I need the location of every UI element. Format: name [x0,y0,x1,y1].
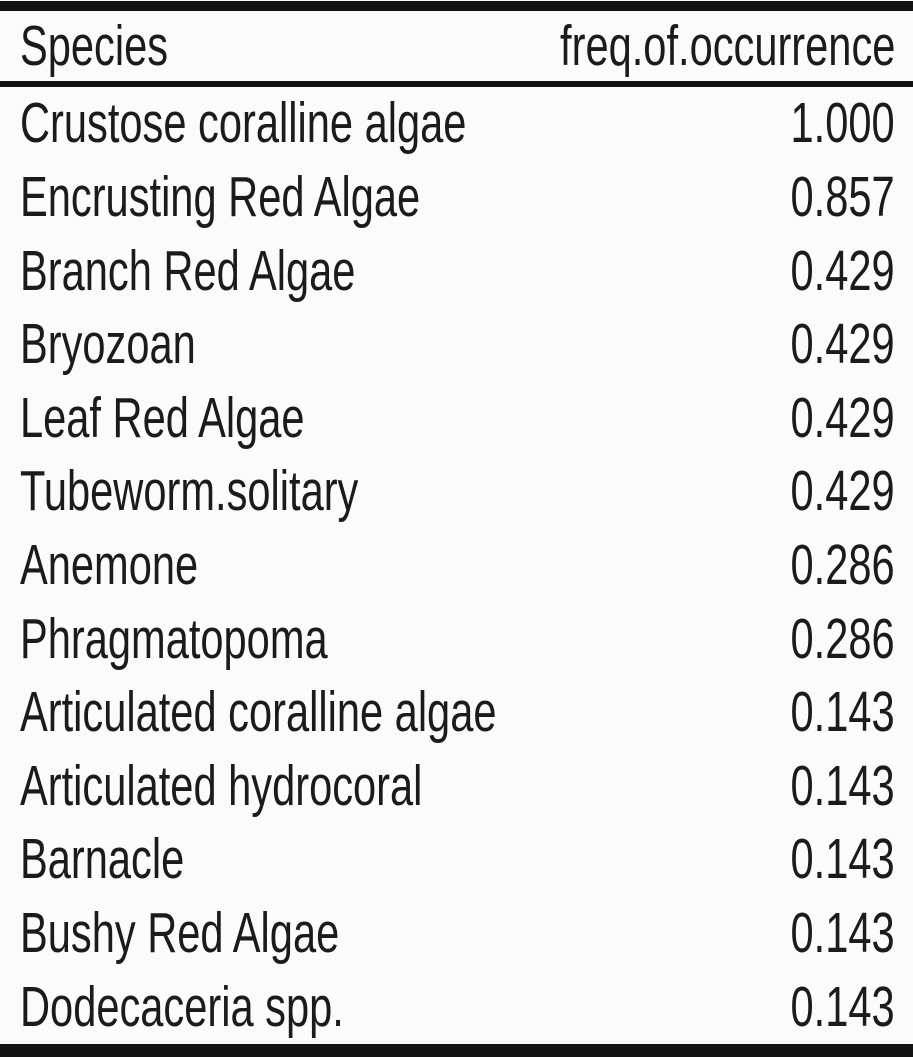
species-cell: Bryozoan [20,312,196,377]
frequency-cell: 0.429 [790,459,895,524]
table-row: Encrusting Red Algae 0.857 [0,161,913,235]
frequency-cell: 0.143 [790,901,895,965]
table-body: Crustose coralline algae 1.000 Encrustin… [0,87,913,1044]
species-cell: Branch Red Algae [20,238,356,303]
species-cell: Barnacle [20,827,185,892]
frequency-cell: 0.286 [790,532,895,597]
column-header-species: Species [20,13,169,78]
frequency-cell: 0.286 [790,606,895,671]
frequency-cell: 0.143 [790,680,895,745]
species-cell: Leaf Red Algae [20,385,305,450]
table-row: Branch Red Algae 0.429 [0,234,913,308]
column-header-frequency: freq.of.occurrence [559,13,895,78]
table-row: Bryozoan 0.429 [0,308,913,382]
frequency-cell: 0.429 [790,385,895,450]
species-cell: Bushy Red Algae [20,901,340,965]
table-top-rule [0,1,913,11]
frequency-cell: 0.143 [790,753,895,818]
frequency-cell: 0.143 [790,974,895,1039]
table-row: Anemone 0.286 [0,529,913,603]
species-cell: Phragmatopoma [20,606,328,671]
table-row: Articulated hydrocoral 0.143 [0,749,913,823]
species-cell: Encrusting Red Algae [20,164,421,229]
frequency-cell: 0.143 [790,827,895,892]
species-cell: Crustose coralline algae [20,91,467,156]
table-row: Tubeworm.solitary 0.429 [0,455,913,529]
frequency-cell: 0.857 [790,164,895,229]
table-row: Bushy Red Algae 0.143 [0,897,913,971]
species-cell: Articulated hydrocoral [20,753,423,818]
table-row: Articulated coralline algae 0.143 [0,676,913,750]
table-row: Leaf Red Algae 0.429 [0,381,913,455]
species-cell: Anemone [20,532,199,597]
table-header-rule [0,81,913,87]
table-row: Dodecaceria spp. 0.143 [0,970,913,1044]
species-cell: Dodecaceria spp. [20,974,344,1039]
table-header-row: Species freq.of.occurrence [0,11,913,81]
species-cell: Articulated coralline algae [20,680,497,745]
frequency-cell: 0.429 [790,238,895,303]
frequency-cell: 1.000 [790,91,895,156]
table-row: Barnacle 0.143 [0,823,913,897]
frequency-cell: 0.429 [790,312,895,377]
table-row: Crustose coralline algae 1.000 [0,87,913,161]
species-cell: Tubeworm.solitary [20,459,359,524]
table-bottom-rule [0,1044,913,1057]
table-row: Phragmatopoma 0.286 [0,602,913,676]
